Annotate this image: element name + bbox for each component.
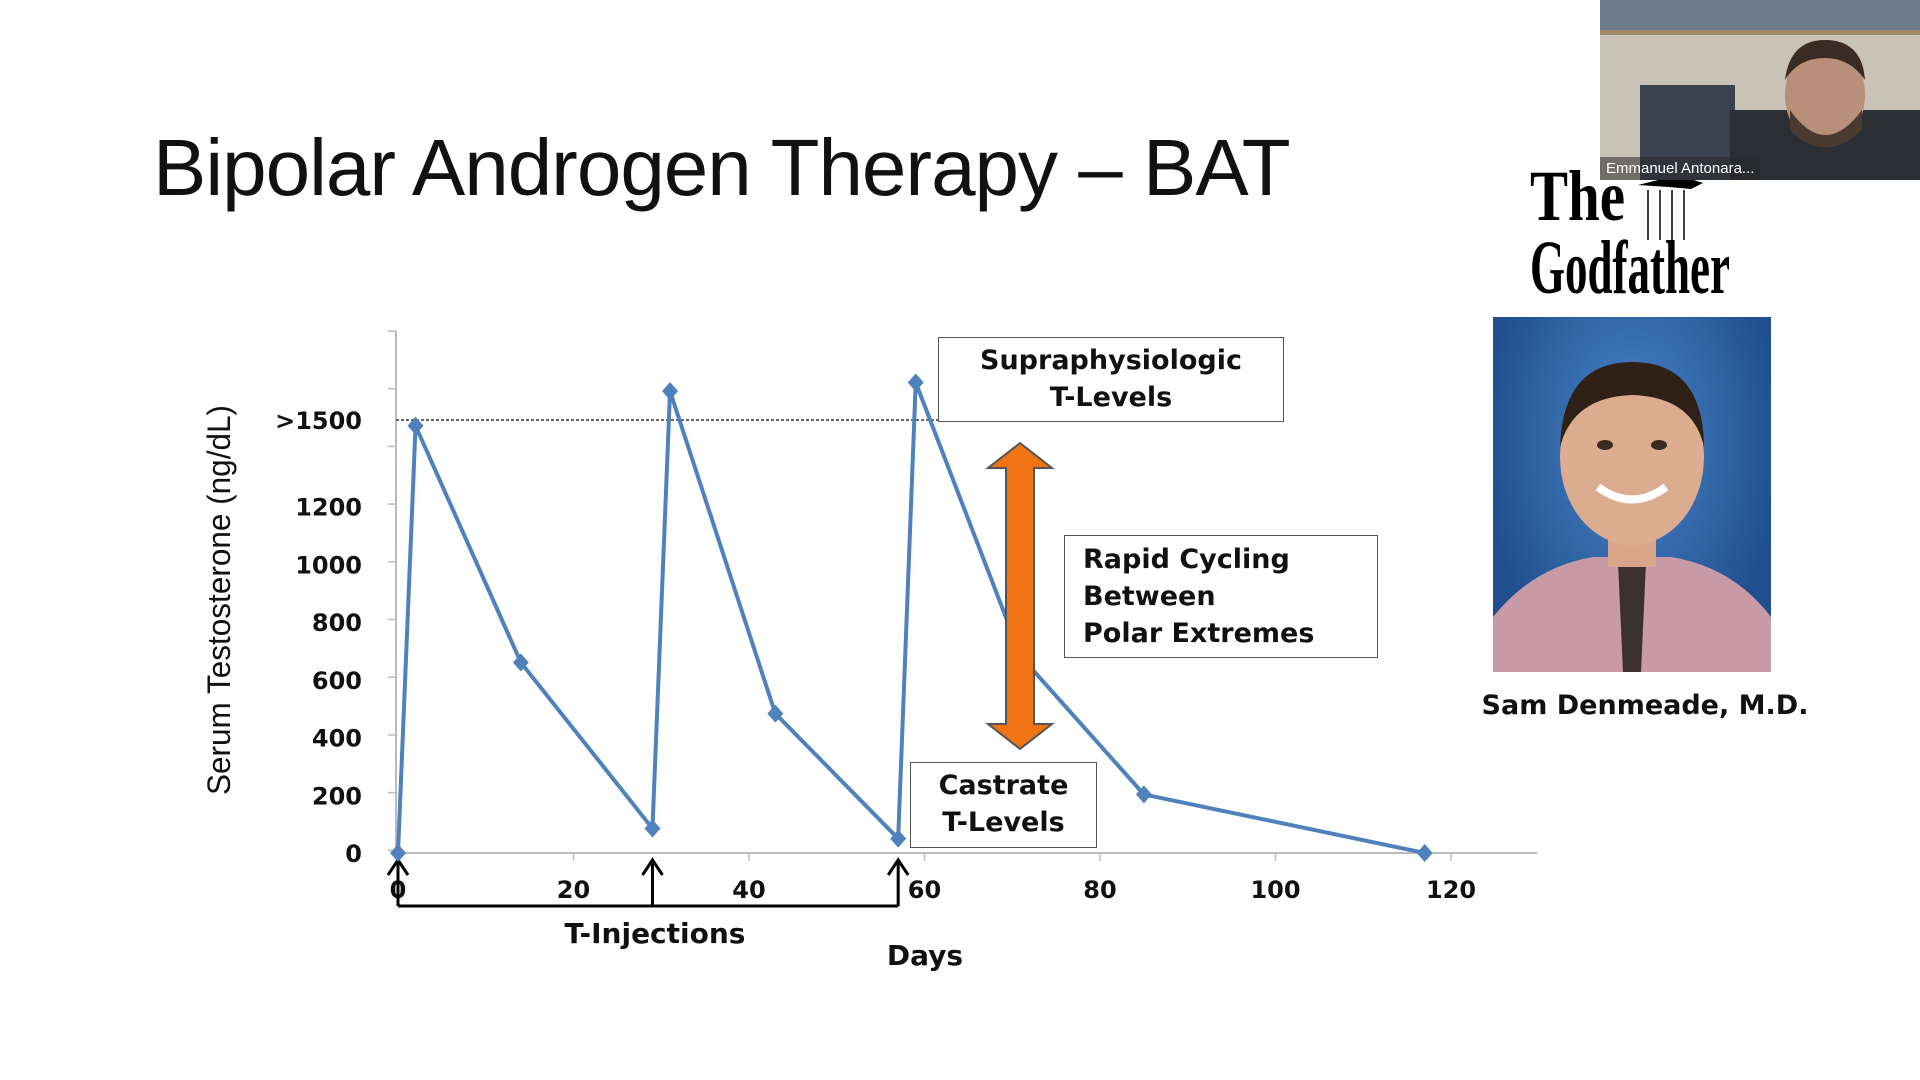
x-axis-label: Days bbox=[887, 939, 963, 972]
label-line: T-Levels bbox=[1049, 382, 1173, 413]
data-point bbox=[767, 704, 784, 723]
data-point bbox=[907, 373, 924, 392]
y-tick-label: >1500 bbox=[275, 407, 362, 435]
supraphysiologic-label: Supraphysiologic T-Levels bbox=[938, 337, 1284, 422]
x-tick-label: 100 bbox=[1250, 876, 1300, 904]
slide-title: Bipolar Androgen Therapy – BAT bbox=[153, 123, 1291, 212]
rapid-cycling-label: Rapid Cycling Between Polar Extremes bbox=[1064, 535, 1378, 658]
label-line: Supraphysiologic bbox=[980, 345, 1242, 376]
participant-name: Emmanuel Antonara... bbox=[1600, 157, 1761, 180]
data-point bbox=[662, 382, 679, 401]
injection-arrowhead bbox=[641, 857, 664, 876]
y-tick-label: 0 bbox=[345, 840, 362, 868]
data-point bbox=[1416, 844, 1433, 862]
y-tick-label: 1000 bbox=[295, 551, 362, 579]
data-point bbox=[512, 653, 529, 672]
injection-arrowhead bbox=[886, 857, 910, 876]
y-tick-label: 1200 bbox=[295, 494, 362, 522]
data-point bbox=[1135, 785, 1152, 804]
godfather-logo: The Godfather bbox=[1528, 150, 1738, 310]
svg-text:Godfather: Godfather bbox=[1530, 226, 1730, 300]
x-tick-label: 60 bbox=[908, 876, 941, 904]
data-point bbox=[644, 819, 661, 838]
label-line: T-Levels bbox=[942, 807, 1065, 838]
x-tick-label: 40 bbox=[732, 876, 765, 904]
y-tick-label: 600 bbox=[312, 667, 362, 695]
x-tick-label: 20 bbox=[557, 876, 590, 904]
y-tick-label: 200 bbox=[312, 782, 362, 810]
injections-label: T-Injections bbox=[565, 917, 746, 950]
label-line: Castrate bbox=[938, 770, 1069, 801]
x-tick-label: 120 bbox=[1426, 876, 1476, 904]
data-point bbox=[390, 844, 406, 862]
y-tick-label: 400 bbox=[312, 725, 362, 753]
data-point bbox=[890, 829, 907, 848]
label-line: Polar Extremes bbox=[1083, 618, 1315, 649]
double-arrow-icon bbox=[985, 441, 1055, 751]
label-line: Rapid Cycling bbox=[1083, 544, 1290, 575]
castrate-label: Castrate T-Levels bbox=[910, 762, 1097, 848]
data-point bbox=[407, 416, 424, 435]
y-axis-label: Serum Testosterone (ng/dL) bbox=[201, 405, 237, 795]
speaker-photo bbox=[1493, 317, 1771, 672]
x-tick-label: 80 bbox=[1083, 876, 1116, 904]
y-tick-label: 800 bbox=[312, 609, 362, 637]
webcam-video-tile[interactable]: Emmanuel Antonara... bbox=[1600, 0, 1920, 180]
label-line: Between bbox=[1083, 581, 1216, 612]
webcam-video bbox=[1600, 0, 1920, 180]
photo-caption: Sam Denmeade, M.D. bbox=[1481, 690, 1809, 721]
